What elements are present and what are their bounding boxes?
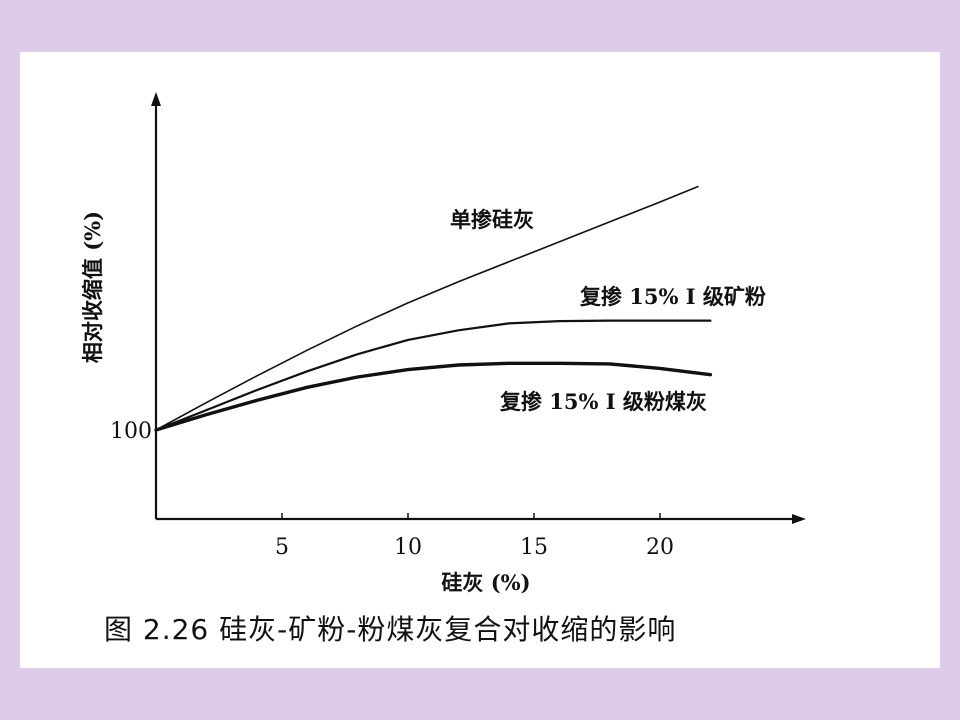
series-label-3: 复掺 15% I 级粉煤灰 [499, 389, 707, 414]
series-label-1: 单掺硅灰 [450, 207, 534, 232]
y-axis-title: 相对收缩值 (%) [80, 211, 105, 363]
chart-ticks: 5 10 15 20 100 [110, 419, 674, 560]
x-tick-label: 10 [394, 535, 422, 560]
x-tick-label: 15 [520, 535, 548, 560]
series-line-2 [154, 319, 712, 432]
y-axis-arrow [151, 92, 161, 106]
x-axis-arrow [792, 514, 806, 524]
x-tick-label: 20 [646, 535, 674, 560]
figure-caption: 图 2.26 硅灰-矿粉-粉煤灰复合对收缩的影响 [104, 613, 677, 646]
series-label-2: 复掺 15% I 级矿粉 [579, 284, 766, 309]
series-line-3 [154, 361, 713, 432]
chart-series [154, 185, 713, 432]
x-axis-title: 硅灰 (%) [441, 570, 530, 595]
series-line-1 [155, 185, 699, 431]
slide: 5 10 15 20 100 单掺硅灰复掺 15% I 级矿粉复掺 15% I 级粉煤灰… [20, 52, 940, 668]
x-tick-label: 5 [275, 535, 289, 560]
chart-axes [151, 92, 806, 524]
y-tick-label: 100 [110, 419, 152, 444]
